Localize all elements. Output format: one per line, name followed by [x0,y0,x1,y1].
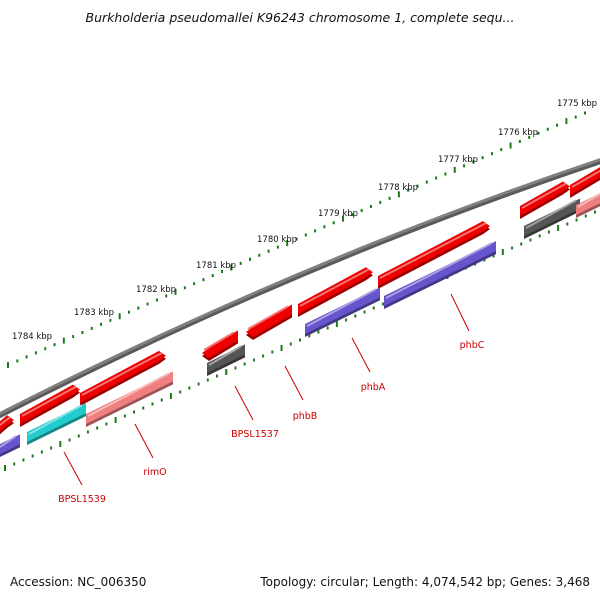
gene-arrow[interactable] [520,181,570,220]
scale-label: 1780 kbp [257,235,297,245]
gene-arrow-body [298,267,373,314]
gene-label-text: rimO [143,467,166,478]
gene-arrow[interactable] [378,221,490,289]
gene-label-rimO[interactable]: rimO [134,423,167,478]
cds-arrow-highlight [0,435,17,448]
gene-arrow-body [0,415,14,432]
gene-label-leader [351,337,371,373]
scale-label: 1779 kbp [318,209,358,219]
scale-label: 1783 kbp [74,308,114,318]
backbone-line [0,158,600,416]
cds-arrow[interactable] [86,371,173,427]
cds-arrow-body [207,344,245,373]
gene-label-leader [234,385,254,421]
gene-arrow-highlight [571,169,600,188]
backbone-shadow [0,159,600,419]
cds-arrow-body [27,403,86,442]
map-title: Burkholderia pseudomallei K96243 chromos… [85,10,515,25]
gene-arrow[interactable] [80,350,166,406]
gene-arrow[interactable] [202,330,238,361]
gene-label-text: phbA [361,382,386,393]
cds-arrow-body [524,198,580,236]
scale-label: 1781 kbp [196,261,236,271]
gene-arrow-highlight [0,416,11,426]
gene-arrow-body [80,350,166,403]
gene-arrow-body [246,304,292,337]
cds-arrow[interactable] [384,241,496,309]
cds-arrow-body [0,434,20,455]
gene-label-text: phbC [460,340,485,351]
gene-label-text: BPSL1537 [231,429,279,440]
gene-label-leader [134,423,154,459]
scale-label: 1777 kbp [438,155,478,165]
gene-label-text: BPSL1539 [58,494,106,505]
cds-arrow-highlight [208,345,242,366]
cds-arrow-highlight [525,199,577,229]
gene-label-phbB[interactable]: phbB [284,365,318,422]
accession-text: Accession: NC_006350 [10,575,147,589]
cds-arrow[interactable] [524,198,580,239]
scale-label: 1778 kbp [378,183,418,193]
gene-label-leader [450,293,470,332]
gene-arrow-body [20,384,80,424]
gene-arrow-highlight [247,305,289,330]
cds-arrow[interactable] [27,403,86,445]
gene-label-leader [63,451,83,486]
scale-label: 1784 kbp [12,332,52,342]
gene-arrow-highlight [203,331,235,351]
cds-arrow[interactable] [576,188,600,218]
cds-arrow-body [576,193,600,215]
gene-label-text: phbB [293,411,318,422]
gene-label-BPSL1539[interactable]: BPSL1539 [58,451,106,505]
gene-arrow-highlight [379,222,487,279]
backbone-layer [0,158,600,419]
topology-summary: Topology: circular; Length: 4,074,542 bp… [260,575,590,589]
gene-arrow-body [378,221,490,286]
gene-arrow-highlight [21,385,77,417]
gene-arrow-body [520,181,570,216]
gene-arrow[interactable] [246,304,292,340]
gene-label-phbC[interactable]: phbC [450,293,485,351]
gene-arrow[interactable] [570,165,600,198]
cds-arrow[interactable] [207,344,245,376]
gene-arrow-highlight [81,351,163,396]
gene-arrow-highlight [299,268,370,307]
scale-label: 1776 kbp [498,128,538,138]
cds-arrow[interactable] [0,434,20,458]
cds-arrow-highlight [577,192,600,208]
gene-label-phbA[interactable]: phbA [351,337,386,393]
cds-arrow-highlight [28,404,83,435]
cds-arrow-body [305,287,380,334]
feature-layer [0,165,600,458]
cds-arrow-highlight [306,288,377,327]
scale-label: 1782 kbp [136,285,176,295]
gene-arrow[interactable] [0,415,14,436]
cds-arrow[interactable] [305,287,380,337]
gene-arrow-highlight [521,182,567,209]
gene-arrow-body [202,330,238,358]
cds-arrow-highlight [385,242,493,299]
label-layer: BPSL1539 rimO BPSL1537 phbB phbA phbC [58,293,485,505]
scale-ticks: 1775 kbp 1776 kbp 1777 kbp 1778 kbp 1779 kbp… [4,99,597,471]
gene-label-leader [284,365,304,401]
cds-arrow-highlight [87,372,170,417]
gene-arrow[interactable] [298,267,373,317]
scale-label: 1775 kbp [557,99,597,109]
gene-arrow[interactable] [20,384,80,427]
gene-label-BPSL1537[interactable]: BPSL1537 [231,385,279,440]
cds-arrow-body [384,241,496,306]
cds-arrow-body [86,371,173,424]
